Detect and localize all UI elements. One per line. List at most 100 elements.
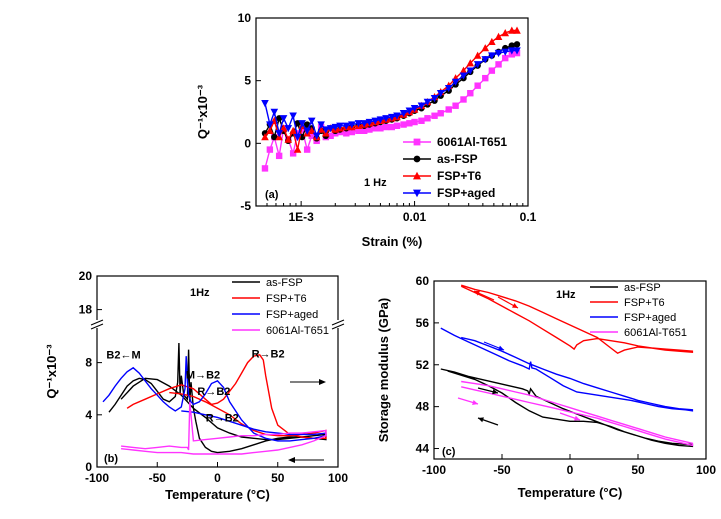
data-point-2	[501, 29, 510, 37]
data-point-3	[342, 122, 351, 130]
data-point-3	[365, 118, 374, 127]
data-point-3	[303, 127, 311, 135]
legend-label: FSP+T6	[266, 293, 307, 305]
y-tick-label: 44	[416, 442, 430, 456]
data-point-2	[466, 59, 475, 67]
data-point-0	[460, 96, 467, 103]
data-point-0	[366, 126, 373, 133]
data-point-0	[308, 132, 315, 140]
x-tick-label: -50	[149, 471, 167, 485]
direction-arrow-head	[512, 303, 518, 308]
data-point-3	[488, 52, 496, 60]
data-point-0	[275, 152, 283, 160]
plot-frame	[255, 17, 529, 207]
y-tick-label: 52	[416, 358, 430, 372]
data-point-3	[436, 90, 445, 98]
series-layer	[261, 26, 521, 172]
data-point-0	[431, 112, 438, 119]
data-point-3	[494, 49, 503, 58]
data-point-3	[322, 126, 330, 134]
data-point-3	[336, 122, 344, 130]
data-point-0	[393, 122, 401, 129]
frequency-annotation: 1 Hz	[364, 177, 387, 189]
y-axis-label: Storage modulus (GPa)	[376, 298, 391, 442]
legend-label: FSP+T6	[624, 297, 665, 309]
data-point-2	[473, 51, 482, 59]
series-line-0	[440, 368, 694, 448]
series-line-2	[102, 356, 327, 442]
data-point-3	[371, 117, 380, 125]
panel-a: 1E-3 0.01 0.1 -5 0 5 10 Strain (%) Q⁻¹x10⁻³ 6061A…	[195, 11, 537, 249]
data-point-0	[382, 123, 390, 131]
data-point-3	[376, 116, 385, 124]
axis-break-gap-right	[332, 320, 344, 328]
data-point-3	[399, 110, 408, 118]
legend-label: as-FSP	[266, 277, 303, 289]
data-point-0	[303, 146, 311, 153]
series-line-2	[440, 327, 694, 412]
data-point-3	[473, 61, 482, 69]
data-point-2	[284, 135, 293, 143]
data-point-0	[437, 110, 444, 117]
panel-label: (b)	[104, 453, 118, 465]
legend-label: FSP+aged	[266, 309, 318, 321]
x-axis-label: Temperature (°C)	[518, 485, 623, 500]
data-point-2	[289, 126, 297, 134]
data-point-0	[377, 125, 384, 132]
transition-annotation: R→B2	[197, 386, 230, 398]
y-tick-label: 0	[244, 136, 251, 150]
data-point-3	[459, 72, 468, 80]
data-point-2	[307, 126, 316, 134]
data-point-3	[279, 115, 288, 123]
data-point-1	[508, 42, 516, 49]
data-point-3	[331, 123, 340, 132]
frequency-annotation: 1Hz	[556, 289, 576, 301]
x-axis-label: Temperature (°C)	[165, 487, 270, 502]
data-point-0	[361, 127, 368, 134]
data-point-0	[327, 132, 334, 140]
data-point-0	[298, 126, 306, 133]
direction-arrow-head	[478, 417, 484, 423]
data-point-2	[513, 26, 521, 34]
panel-b: -100 -50 0 50 100 0 4 8 18 20 Temperature (°C) Q⁻¹x…	[44, 269, 348, 502]
data-point-3	[388, 113, 396, 122]
plot-frame	[433, 280, 707, 460]
y-axis-label: Q⁻¹x10⁻³	[44, 344, 59, 399]
x-tick-label: 100	[696, 463, 716, 477]
data-point-3	[466, 67, 475, 75]
y-tick-label: 5	[244, 74, 251, 88]
data-point-2	[494, 32, 503, 40]
direction-arrow-head	[498, 345, 504, 351]
axis-break-mark	[90, 323, 104, 330]
x-tick-label: 0.01	[403, 210, 427, 224]
legend-marker	[413, 155, 421, 163]
legend-label: 6061Al-T651	[266, 325, 329, 337]
y-tick-label: 56	[416, 316, 430, 330]
data-point-0	[488, 67, 496, 74]
series-layer	[102, 342, 327, 455]
data-point-0	[406, 120, 413, 127]
legend-label: as-FSP	[437, 152, 478, 166]
data-point-3	[417, 102, 426, 110]
axis-break-mark	[331, 319, 345, 326]
axis-break-gap-left	[91, 320, 103, 328]
data-point-2	[261, 133, 269, 141]
y-tick-label: -5	[240, 199, 251, 213]
transition-annotation: R→B2	[252, 348, 285, 360]
data-point-3	[307, 117, 316, 125]
data-point-3	[360, 120, 369, 128]
y-tick-label: 48	[416, 400, 430, 414]
frequency-annotation: 1Hz	[190, 287, 210, 299]
data-point-0	[424, 115, 431, 122]
data-point-0	[445, 106, 452, 113]
data-point-2	[279, 124, 288, 132]
data-point-3	[444, 84, 453, 93]
heating-arrow-head	[319, 379, 326, 385]
data-point-3	[298, 120, 306, 128]
y-tick-label: 4	[85, 408, 92, 422]
x-tick-label: 50	[271, 471, 285, 485]
y-tick-label: 18	[79, 303, 93, 317]
x-tick-label: 0	[567, 463, 574, 477]
data-point-3	[451, 78, 460, 86]
data-point-0	[467, 90, 474, 97]
